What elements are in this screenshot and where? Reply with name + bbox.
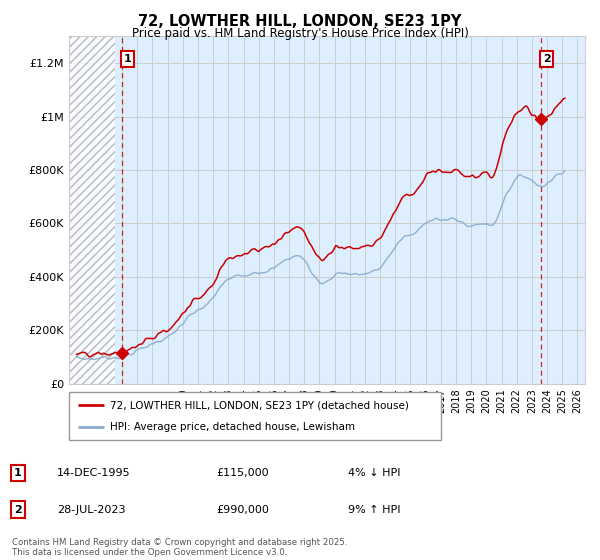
Text: Contains HM Land Registry data © Crown copyright and database right 2025.
This d: Contains HM Land Registry data © Crown c… — [12, 538, 347, 557]
Text: 72, LOWTHER HILL, LONDON, SE23 1PY (detached house): 72, LOWTHER HILL, LONDON, SE23 1PY (deta… — [110, 400, 409, 410]
Text: 72, LOWTHER HILL, LONDON, SE23 1PY: 72, LOWTHER HILL, LONDON, SE23 1PY — [139, 14, 461, 29]
Text: 14-DEC-1995: 14-DEC-1995 — [57, 468, 131, 478]
Text: 9% ↑ HPI: 9% ↑ HPI — [348, 505, 401, 515]
Text: 28-JUL-2023: 28-JUL-2023 — [57, 505, 125, 515]
Text: £115,000: £115,000 — [216, 468, 269, 478]
Text: 1: 1 — [124, 54, 131, 64]
FancyBboxPatch shape — [69, 392, 441, 440]
Text: Price paid vs. HM Land Registry's House Price Index (HPI): Price paid vs. HM Land Registry's House … — [131, 27, 469, 40]
Text: 2: 2 — [543, 54, 551, 64]
Bar — [69, 36, 115, 384]
Text: 4% ↓ HPI: 4% ↓ HPI — [348, 468, 401, 478]
Text: HPI: Average price, detached house, Lewisham: HPI: Average price, detached house, Lewi… — [110, 422, 355, 432]
Text: 2: 2 — [14, 505, 22, 515]
Text: £990,000: £990,000 — [216, 505, 269, 515]
Text: 1: 1 — [14, 468, 22, 478]
